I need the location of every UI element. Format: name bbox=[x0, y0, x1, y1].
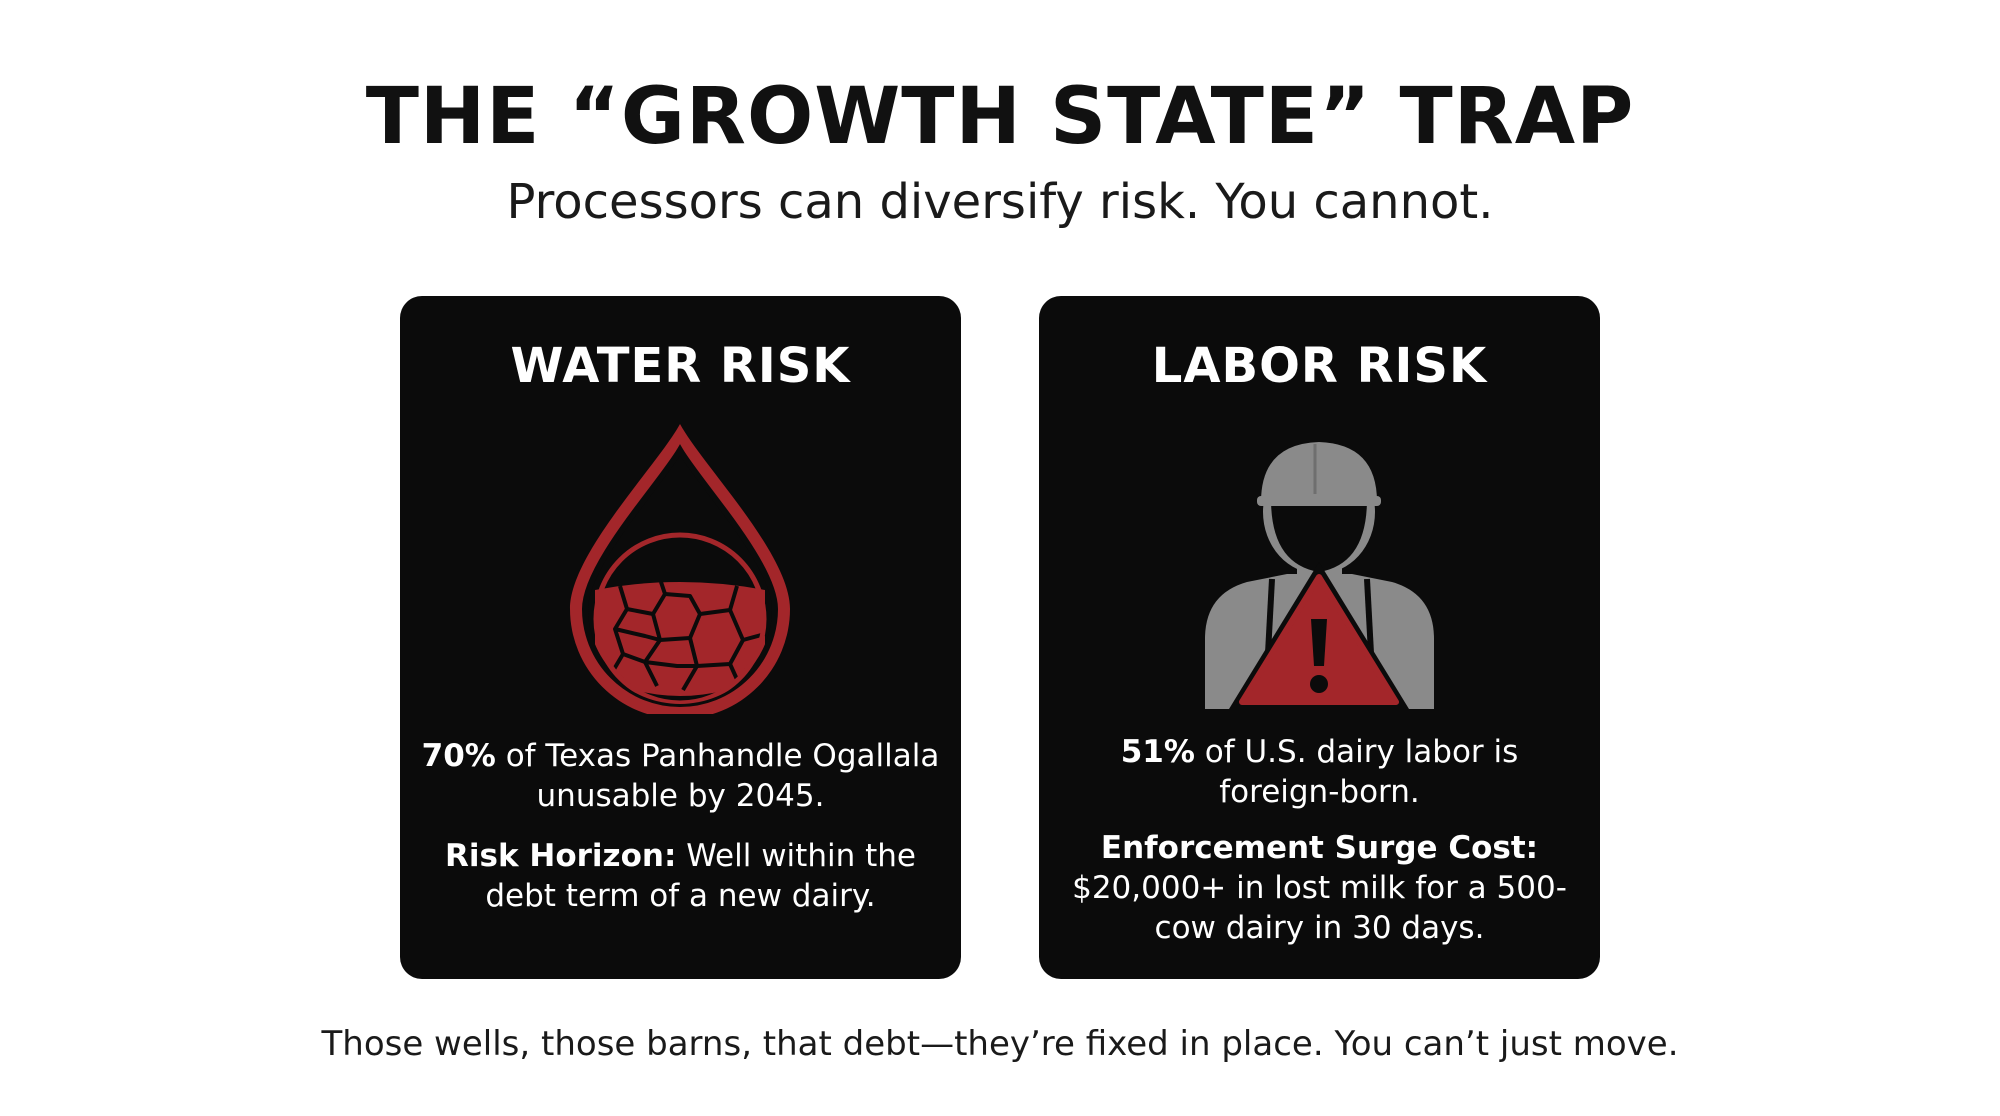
labor-risk-card: LABOR RISK 51% of U.S. dairy l bbox=[1039, 296, 1600, 979]
worker-warning-icon bbox=[1187, 414, 1452, 714]
page-subtitle: Processors can diversify risk. You canno… bbox=[506, 174, 1494, 230]
card-title: WATER RISK bbox=[510, 338, 851, 394]
page-title: THE “GROWTH STATE” TRAP bbox=[365, 72, 1635, 162]
water-risk-card: WATER RISK bbox=[400, 296, 961, 979]
water-detail-description: Well within the debt term of a new dairy… bbox=[485, 838, 916, 914]
footer-text: Those wells, those barns, that debt—they… bbox=[321, 1024, 1679, 1064]
labor-stat-value: 51% bbox=[1120, 734, 1195, 770]
water-detail-text: Risk Horizon: Well within the debt term … bbox=[420, 836, 941, 916]
labor-detail-label: Enforcement Surge Cost: bbox=[1100, 830, 1539, 866]
cracked-water-drop-icon bbox=[565, 414, 795, 719]
water-detail-label: Risk Horizon: bbox=[445, 838, 677, 874]
water-stat-description: of Texas Panhandle Ogallala unusable by … bbox=[495, 738, 940, 814]
labor-detail-description: $20,000+ in lost milk for a 500-cow dair… bbox=[1072, 870, 1567, 946]
water-stat-text: 70% of Texas Panhandle Ogallala unusable… bbox=[420, 736, 941, 816]
water-stat-value: 70% bbox=[421, 738, 496, 774]
labor-detail-text: Enforcement Surge Cost: $20,000+ in lost… bbox=[1059, 828, 1580, 948]
labor-stat-text: 51% of U.S. dairy labor is foreign-born. bbox=[1059, 732, 1580, 812]
labor-stat-description: of U.S. dairy labor is foreign-born. bbox=[1194, 734, 1519, 810]
card-title: LABOR RISK bbox=[1151, 338, 1488, 394]
